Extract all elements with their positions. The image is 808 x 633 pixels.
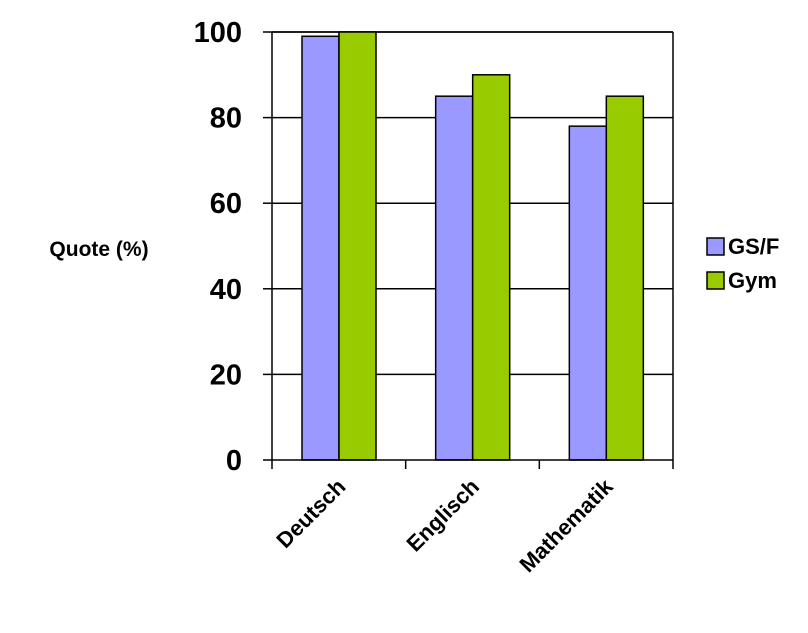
- bar-gs-f-deutsch: [301, 35, 340, 461]
- bar-gym-englisch: [471, 74, 511, 461]
- y-tick-label: 0: [226, 445, 242, 477]
- y-axis-title: Quote (%): [49, 238, 148, 261]
- legend-swatch-gym: [706, 271, 725, 290]
- x-tick-label-mathematik: Mathematik: [514, 473, 618, 577]
- bar-gs-f-englisch: [434, 95, 474, 461]
- y-tick-label: 40: [210, 274, 242, 306]
- y-tick-label: 20: [210, 359, 242, 391]
- legend: GS/F Gym: [706, 234, 779, 293]
- bar-gs-f-mathematik: [568, 125, 608, 461]
- y-tick-label: 80: [210, 103, 242, 135]
- legend-label-gym: Gym: [728, 268, 777, 293]
- tick-labels: 0 20 40 60 80 100 Deutsch Englisch Mathematik: [194, 17, 619, 577]
- x-tick-label-englisch: Englisch: [402, 474, 485, 557]
- y-tick-label: 100: [194, 17, 242, 49]
- bar-gym-mathematik: [605, 95, 645, 461]
- legend-label-gs-f: GS/F: [728, 234, 779, 259]
- bars: [301, 31, 645, 461]
- legend-swatch-gs-f: [706, 237, 725, 256]
- bar-gym-deutsch: [338, 31, 377, 461]
- axes: [263, 31, 674, 469]
- y-tick-label: 60: [210, 188, 242, 220]
- x-tick-label-deutsch: Deutsch: [271, 474, 350, 553]
